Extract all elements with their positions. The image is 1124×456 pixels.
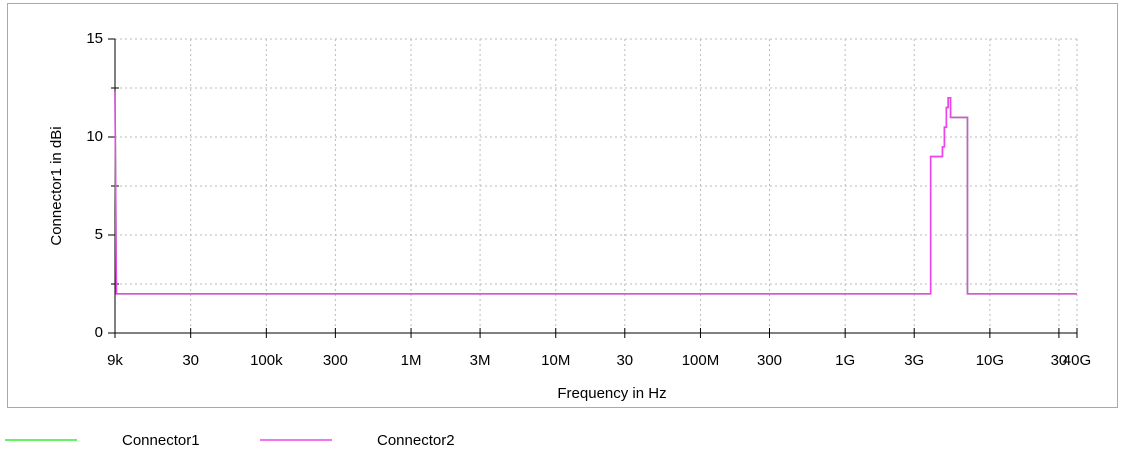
series-line — [114, 91, 1077, 295]
x-tick-label: 10G — [976, 352, 1004, 369]
x-tick-label: 10M — [541, 352, 570, 369]
x-axis-label: Frequency in Hz — [557, 385, 666, 402]
x-tick-label: 9k — [107, 352, 123, 369]
x-tick-label: 1G — [835, 352, 855, 369]
x-tick-label: 100M — [682, 352, 720, 369]
y-axis-label: Connector1 in dBi — [48, 126, 65, 245]
legend-label: Connector2 — [377, 432, 455, 449]
x-tick-label: 1M — [401, 352, 422, 369]
y-tick-label: 0 — [95, 324, 103, 341]
x-tick-label: 40G — [1063, 352, 1091, 369]
y-tick-label: 5 — [95, 226, 103, 243]
x-tick-label: 3G — [904, 352, 924, 369]
chart-frame — [7, 3, 1118, 408]
x-tick-label: 100k — [250, 352, 283, 369]
x-tick-label: 30 — [1051, 352, 1068, 369]
x-tick-label: 3M — [470, 352, 491, 369]
x-tick-label: 30 — [616, 352, 633, 369]
x-tick-label: 300 — [323, 352, 348, 369]
x-tick-label: 300 — [757, 352, 782, 369]
legend-label: Connector1 — [122, 432, 200, 449]
y-tick-label: 15 — [86, 30, 103, 47]
series-line — [114, 91, 1077, 295]
x-tick-label: 30 — [182, 352, 199, 369]
y-tick-label: 10 — [86, 128, 103, 145]
